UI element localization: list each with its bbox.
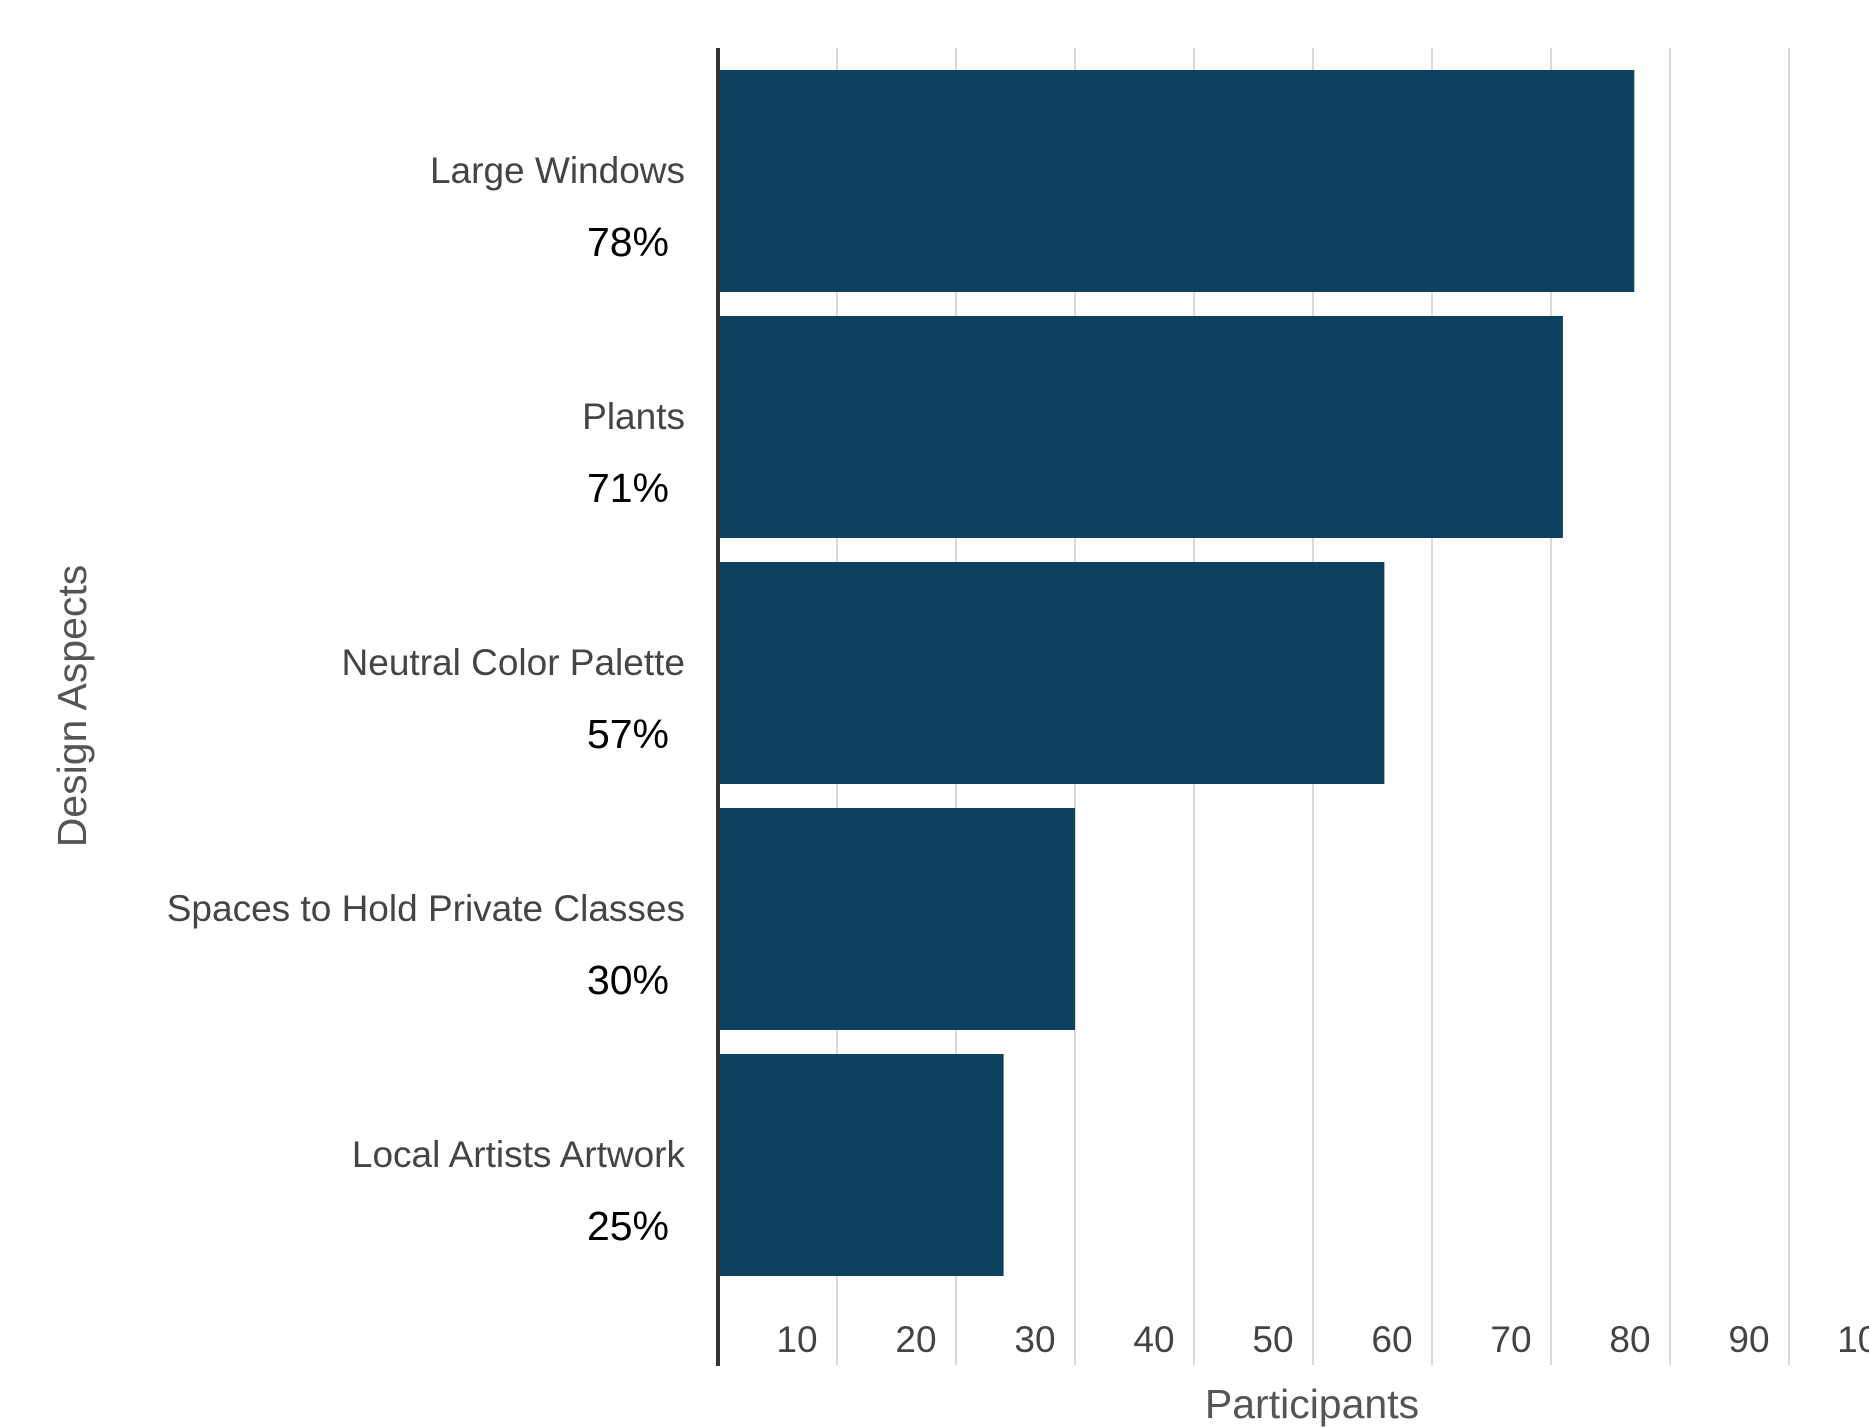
- x-tick-label: 50: [1252, 1319, 1293, 1360]
- data-label: 71%: [587, 465, 669, 511]
- bar: [718, 316, 1563, 538]
- x-tick-label: 20: [895, 1319, 936, 1360]
- bar: [718, 562, 1385, 784]
- category-label: Neutral Color Palette: [342, 642, 685, 683]
- x-tick-label: 30: [1014, 1319, 1055, 1360]
- x-tick-label: 10: [776, 1319, 817, 1360]
- x-axis-title: Participants: [1205, 1381, 1419, 1427]
- x-tick-labels: 10 20 30 40 50 60 70 80 90 100: [776, 1319, 1869, 1360]
- x-tick-label: 90: [1728, 1319, 1769, 1360]
- data-label: 30%: [587, 957, 669, 1003]
- data-label: 57%: [587, 711, 669, 757]
- category-label: Local Artists Artwork: [352, 1134, 686, 1175]
- x-tick-label: 70: [1490, 1319, 1531, 1360]
- category-label: Large Windows: [430, 150, 685, 191]
- bars: [718, 70, 1635, 1276]
- bar: [718, 1054, 1004, 1276]
- data-labels: 78% 71% 57% 30% 25%: [587, 219, 669, 1249]
- x-tick-label: 40: [1133, 1319, 1174, 1360]
- bar: [718, 70, 1635, 292]
- category-label: Spaces to Hold Private Classes: [167, 888, 685, 929]
- y-axis-title: Design Aspects: [49, 565, 95, 848]
- data-label: 25%: [587, 1203, 669, 1249]
- bar: [718, 808, 1075, 1030]
- x-tick-label: 60: [1371, 1319, 1412, 1360]
- data-label: 78%: [587, 219, 669, 265]
- category-labels: Large Windows Plants Neutral Color Palette…: [167, 150, 686, 1175]
- x-tick-label: 100: [1837, 1319, 1869, 1360]
- category-label: Plants: [582, 396, 685, 437]
- x-tick-label: 80: [1609, 1319, 1650, 1360]
